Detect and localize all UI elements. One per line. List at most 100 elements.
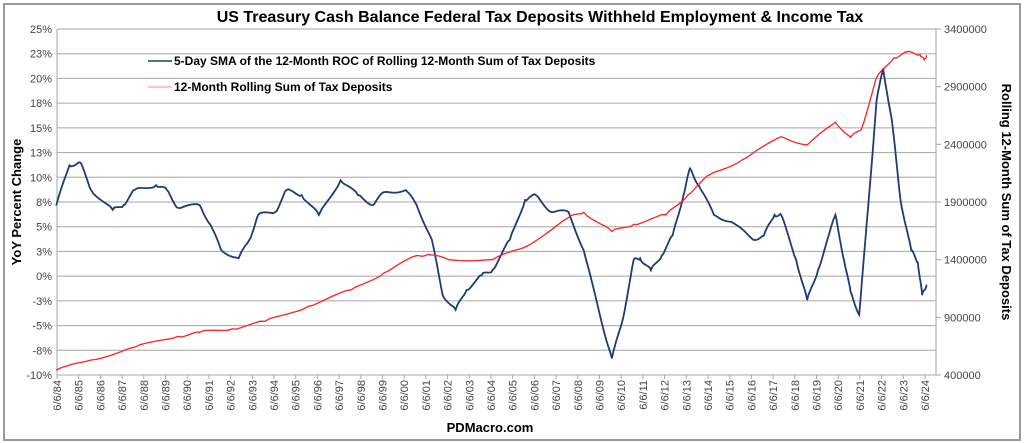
y2-tick-label: 2900000: [944, 82, 987, 94]
x-tick-label: 6/6/92: [226, 380, 238, 411]
data-point: [491, 269, 494, 271]
data-point: [849, 136, 852, 139]
legend-label-sma: 5-Day SMA of the 12-Month ROC of Rolling…: [174, 54, 596, 68]
x-tick-label: 6/6/02: [443, 380, 455, 411]
data-point: [687, 194, 689, 196]
x-tick-label: 6/6/98: [356, 380, 368, 411]
data-point: [491, 259, 494, 261]
data-point: [858, 314, 860, 316]
y-tick-label: 10%: [30, 172, 52, 184]
x-tick-label: 6/6/03: [464, 380, 476, 411]
x-tick-label: 6/6/85: [74, 380, 86, 411]
x-tick-label: 6/6/84: [52, 380, 64, 411]
data-point: [876, 76, 878, 79]
data-point: [455, 309, 457, 311]
x-tick-label: 6/6/23: [898, 380, 910, 411]
y2-tick-label: 2400000: [944, 139, 987, 151]
data-point: [112, 209, 114, 211]
data-point: [849, 291, 852, 293]
y-tick-label: 3%: [36, 246, 52, 258]
data-point: [177, 335, 179, 337]
y-tick-label: 20%: [30, 73, 52, 85]
data-point: [834, 121, 836, 124]
x-tick-label: 6/6/09: [595, 380, 607, 411]
data-point: [713, 214, 715, 216]
data-point: [90, 359, 92, 361]
data-point: [55, 204, 57, 206]
y2-axis-title: Rolling 12-Month Sum of Tax Deposits: [999, 84, 1014, 321]
data-point: [741, 159, 743, 161]
data-point: [524, 246, 526, 248]
data-point: [661, 254, 663, 256]
data-point: [763, 235, 765, 237]
x-tick-label: 6/6/21: [855, 380, 867, 411]
data-point: [465, 289, 468, 291]
data-point: [155, 184, 157, 186]
data-point: [919, 53, 921, 55]
y-axis-title: YoY Percent Change: [9, 139, 24, 266]
data-point: [198, 331, 201, 333]
y-tick-label: -8%: [32, 345, 52, 357]
data-point: [600, 319, 602, 321]
data-point: [650, 269, 652, 271]
data-point: [860, 128, 863, 130]
data-point: [632, 223, 635, 226]
data-point: [318, 214, 320, 216]
data-point: [752, 238, 754, 241]
data-point: [632, 259, 635, 261]
data-point: [550, 211, 552, 213]
x-tick-label: 6/6/14: [703, 380, 715, 411]
x-axis-title: PDMacro.com: [447, 420, 534, 435]
data-point: [509, 238, 511, 241]
data-point: [448, 259, 450, 261]
data-point: [133, 189, 136, 191]
legend-label-rolling-sum: 12-Month Rolling Sum of Tax Deposits: [174, 80, 393, 94]
y-tick-label: 8%: [36, 197, 52, 209]
data-point: [426, 253, 429, 256]
data-point: [611, 230, 613, 233]
data-point: [834, 214, 836, 216]
data-point: [806, 144, 808, 146]
series-line-rolling-sum: [56, 50, 928, 371]
x-tick-label: 6/6/19: [812, 380, 824, 411]
data-point: [535, 194, 537, 196]
y2-tick-label: 400000: [944, 370, 981, 382]
data-point: [300, 194, 303, 196]
x-tick-label: 6/6/97: [334, 380, 346, 411]
data-point: [220, 249, 222, 252]
y-tick-label: 25%: [30, 24, 52, 36]
data-point: [730, 221, 732, 223]
data-point: [524, 199, 526, 201]
x-tick-label: 6/6/93: [247, 380, 259, 411]
data-point: [622, 319, 624, 321]
data-point: [689, 167, 691, 169]
data-point: [55, 369, 57, 371]
data-point: [442, 294, 444, 296]
x-tick-label: 6/6/96: [312, 380, 324, 411]
x-tick-label: 6/6/24: [920, 380, 932, 411]
data-point: [285, 189, 287, 191]
data-point: [383, 191, 385, 193]
series-line-sma: [55, 68, 928, 359]
data-point: [893, 57, 895, 59]
y2-tick-label: 900000: [944, 312, 981, 324]
x-tick-label: 6/6/08: [573, 380, 585, 411]
x-tick-label: 6/6/95: [291, 380, 303, 411]
x-tick-label: 6/6/15: [725, 380, 737, 411]
data-point: [899, 199, 902, 201]
data-point: [817, 269, 819, 271]
data-point: [708, 174, 711, 176]
data-point: [372, 204, 374, 206]
data-point: [806, 299, 808, 301]
y-tick-label: 5%: [36, 222, 52, 234]
data-point: [923, 59, 925, 61]
data-point: [780, 214, 782, 216]
x-tick-label: 6/6/99: [378, 380, 390, 411]
x-tick-label: 6/6/12: [660, 380, 672, 411]
x-tick-label: 6/6/20: [833, 380, 845, 411]
data-point: [177, 207, 179, 209]
data-point: [910, 249, 912, 252]
x-tick-label: 6/6/94: [269, 380, 281, 411]
data-point: [583, 211, 585, 213]
